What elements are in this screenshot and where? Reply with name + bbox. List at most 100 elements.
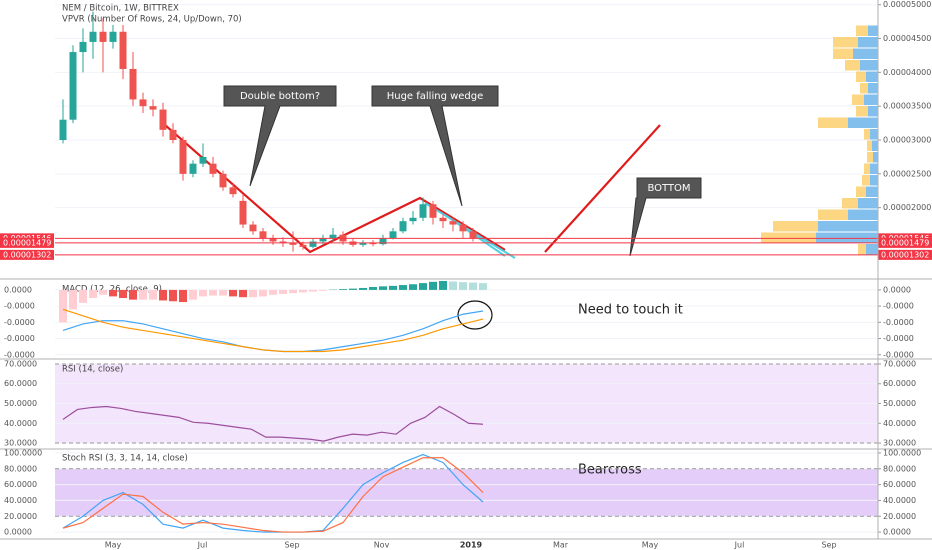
- histogram-bar: [119, 289, 127, 299]
- callouts: Double bottom? Huge falling wedge BOTTOM…: [223, 85, 702, 478]
- histogram-bar: [179, 289, 187, 303]
- price-label-box: [878, 237, 932, 248]
- y-tick-label: 40.0000: [4, 496, 37, 505]
- histogram-bar: [289, 289, 297, 294]
- y-tick-label: 0.00002500: [883, 169, 931, 178]
- histogram-bar: [359, 287, 367, 290]
- histogram-bar: [129, 289, 137, 300]
- volume-down: [761, 232, 816, 243]
- y-tick-label: -0.0000: [4, 302, 35, 311]
- y-tick-label: 60.0000: [883, 480, 916, 489]
- histogram-bar: [479, 283, 487, 290]
- volume-down: [818, 117, 848, 128]
- histogram-bar: [89, 289, 97, 299]
- price-label-box: [0, 237, 54, 248]
- histogram-bar: [449, 281, 457, 290]
- volume-up: [870, 175, 878, 186]
- candle-body: [209, 163, 217, 174]
- y-tick-label: -0.0000: [4, 350, 35, 359]
- candle-body: [149, 106, 157, 110]
- candle-body: [259, 231, 267, 239]
- volume-down: [858, 244, 866, 255]
- histogram-bar: [349, 288, 357, 290]
- y-tick-label: 0.0000: [4, 285, 32, 294]
- histogram-bar: [109, 289, 117, 297]
- candle-body: [229, 187, 237, 195]
- indicator-line: [62, 310, 484, 353]
- candle-body: [249, 224, 257, 232]
- volume-up: [853, 48, 878, 59]
- histogram-bar: [209, 289, 217, 296]
- y-tick-label: 0.0000: [4, 528, 32, 537]
- volume-down: [852, 94, 864, 105]
- histogram-bar: [169, 289, 177, 302]
- volume-down: [845, 60, 860, 71]
- volume-down: [867, 140, 872, 151]
- macd-title: MACD (12, 26, close, 9): [62, 285, 162, 295]
- y-tick-label: 0.0000: [883, 528, 911, 537]
- histogram-bar: [459, 282, 467, 290]
- candle-body: [109, 31, 117, 42]
- volume-down: [867, 152, 873, 163]
- x-tick-label: May: [105, 541, 122, 550]
- volume-up: [860, 60, 878, 71]
- volume-up: [866, 244, 878, 255]
- histogram-bar: [189, 289, 197, 300]
- x-tick-label: Jul: [197, 541, 208, 550]
- y-tick-label: 0.00002000: [883, 203, 931, 212]
- x-tick-label: Nov: [374, 541, 390, 550]
- x-tick-label: 2019: [460, 541, 483, 550]
- volume-up: [873, 152, 878, 163]
- volume-down: [862, 175, 870, 186]
- indicator-line: [62, 457, 484, 533]
- price-label: 0.00001479: [3, 238, 51, 247]
- volume-up: [858, 198, 878, 209]
- drawings: [164, 124, 661, 330]
- y-tick-label: 0.00004000: [883, 68, 931, 77]
- candle-body: [359, 242, 367, 245]
- histogram-bar: [279, 289, 287, 294]
- histogram-bar: [319, 289, 327, 291]
- backgrounds: [55, 4, 878, 533]
- y-tick-label: 0.00005000: [883, 0, 931, 9]
- y-tick-label: 60.0000: [883, 379, 916, 388]
- callout-text: Huge falling wedge: [387, 91, 484, 102]
- histogram-bar: [399, 285, 407, 290]
- callout-box: [629, 177, 702, 257]
- indicator-line: [62, 308, 484, 353]
- y-tick-label: 80.0000: [4, 464, 37, 473]
- y-tick-label: 20.0000: [4, 512, 37, 521]
- y-tick-label: 30.0000: [883, 439, 916, 448]
- candle-body: [429, 204, 437, 218]
- y-tick-label: 0.00004500: [883, 34, 931, 43]
- histogram-bar: [219, 289, 227, 296]
- indicator-title: VPVR (Number Of Rows, 24, Up/Down, 70): [62, 15, 242, 25]
- candle-body: [139, 99, 147, 107]
- y-tick-label: 100.0000: [4, 448, 42, 457]
- callout-box: [223, 85, 337, 187]
- y-tick-label: 20.0000: [883, 512, 916, 521]
- volume-up: [818, 221, 878, 232]
- candle-body: [459, 224, 467, 232]
- candle-body: [369, 242, 377, 245]
- candle-body: [89, 31, 97, 42]
- y-tick-label: 0.00003500: [883, 102, 931, 111]
- volume-up: [864, 94, 878, 105]
- candle-body: [69, 52, 77, 120]
- callout-box: [371, 85, 499, 207]
- note: Bearcross: [578, 463, 642, 478]
- histogram-bar: [439, 281, 447, 290]
- histogram-bar: [79, 289, 87, 303]
- candle-body: [219, 173, 227, 188]
- callout-text: Double bottom?: [240, 91, 320, 102]
- volume-up: [870, 129, 878, 140]
- volume-up: [868, 83, 878, 94]
- candle-body: [279, 241, 287, 243]
- callout-text: BOTTOM: [647, 183, 690, 194]
- candle-body: [179, 140, 187, 174]
- volume-down: [818, 209, 848, 220]
- histogram-bar: [379, 286, 387, 290]
- volume-up: [866, 186, 878, 197]
- x-tick-label: Sep: [821, 541, 836, 550]
- x-tick-label: Sep: [284, 541, 299, 550]
